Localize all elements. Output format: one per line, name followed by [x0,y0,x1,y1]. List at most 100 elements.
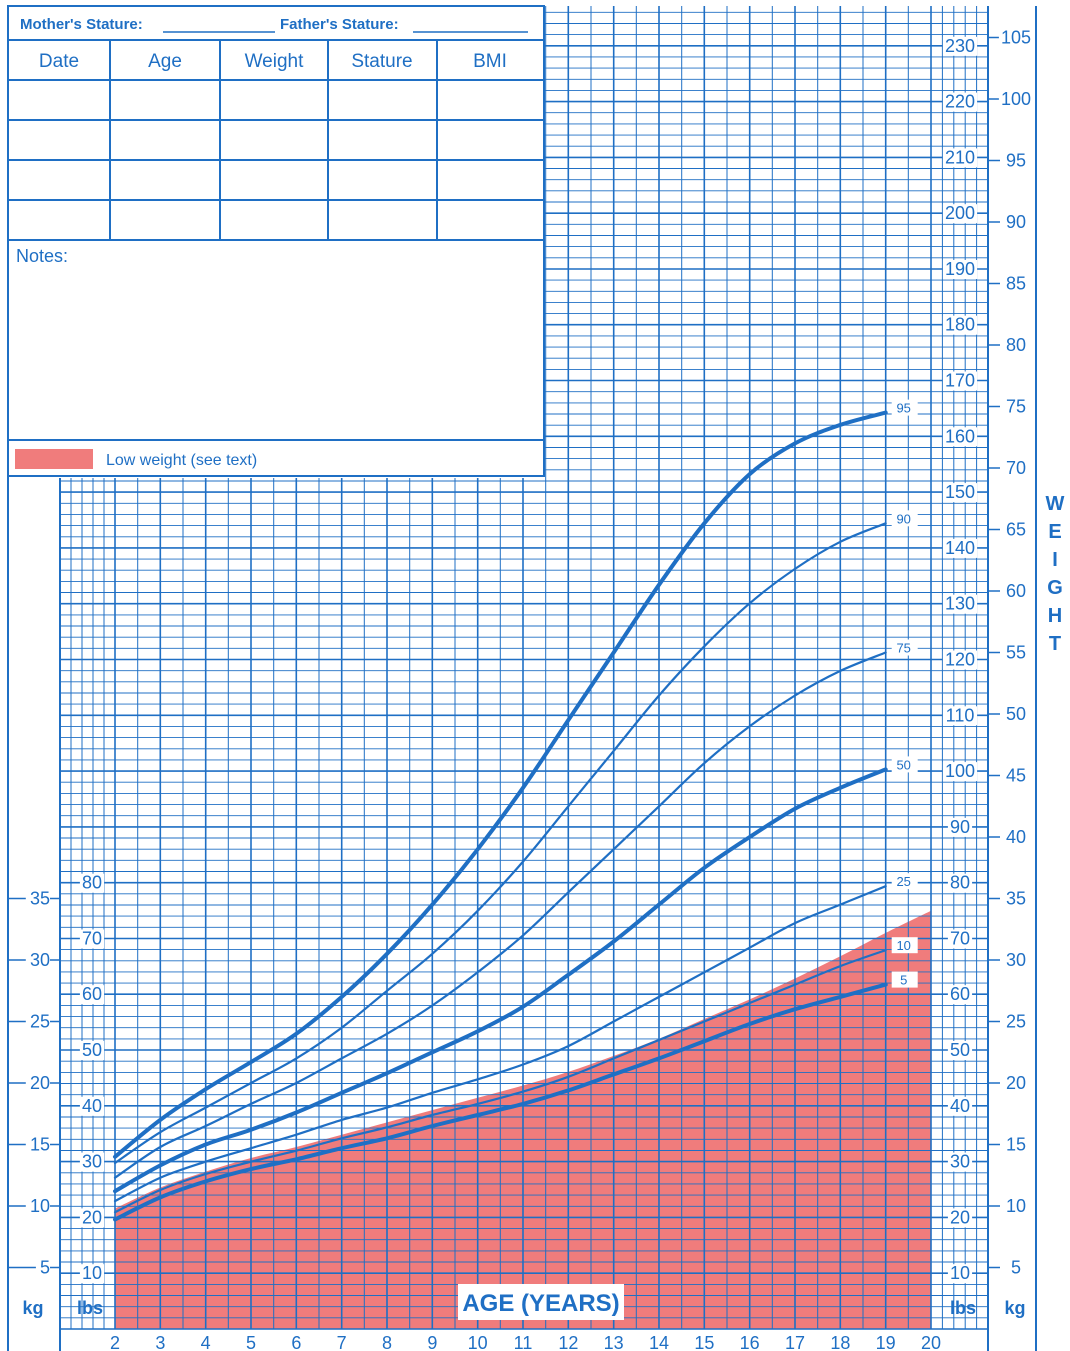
x-tick-label: 13 [604,1333,624,1351]
tick-label-bg [947,985,973,1005]
tick-label-bg [942,650,978,670]
percentile-label-bg [891,937,918,954]
percentile-label-5: 5 [900,973,907,988]
y-tick-label-lbs-right: 100 [945,761,975,781]
tick-label-bg [244,1334,259,1351]
y-tick-label-lbs-right: 90 [950,817,970,837]
x-tick-label: 20 [921,1333,941,1351]
tick-label-bg [79,1208,105,1228]
tick-label-bg [692,1334,717,1351]
percentile-label-95: 95 [896,401,910,416]
tick-label-bg [79,1152,105,1172]
x-tick-label: 16 [740,1333,760,1351]
tick-label-bg [334,1334,349,1351]
x-tick-label: 9 [427,1333,437,1351]
lbs-unit-left: lbs [77,1298,103,1318]
percentile-curve-95 [113,410,888,1159]
x-axis-title: AGE (YEARS) [462,1290,619,1317]
y-tick-label-kg-right: 30 [1006,950,1026,970]
x-tick-label: 5 [246,1333,256,1351]
y-tick-label-kg-right: 5 [1011,1258,1021,1278]
tick-label-bg [947,1264,973,1284]
y-tick-label-lbs-left: 70 [82,928,102,948]
tick-label-bg [289,1334,304,1351]
y-tick-label-kg-right: 105 [1001,28,1031,48]
tick-label-bg [1003,151,1029,171]
y-tick-label-kg-right: 90 [1006,212,1026,232]
column-header-bmi: BMI [473,51,507,72]
tick-label-bg [1003,705,1029,724]
tick-label-bg [35,1258,50,1278]
x-tick-label: 14 [649,1333,669,1351]
y-tick-label-kg-left: 5 [40,1258,50,1278]
y-tick-label-kg-left: 25 [30,1012,50,1032]
percentile-curve-10 [113,949,887,1214]
y-tick-label-lbs-left: 80 [82,873,102,893]
percentile-label-bg [891,756,918,773]
tick-label-bg [25,1012,50,1032]
y-tick-label-kg-right: 25 [1006,1012,1026,1032]
tick-label-bg [942,762,978,782]
tick-label-bg [942,315,978,335]
percentile-curves-layer: 95 90 75 50 25 10 5 [113,399,918,1222]
tick-label-bg [942,427,978,447]
kg-unit-right: kg [1004,1298,1025,1318]
tick-label-bg [942,204,978,224]
y-tick-label-lbs-right: 80 [950,873,970,893]
percentile-label-bg [891,971,918,988]
weight-title-letter: H [1048,605,1062,627]
tick-label-bg [79,985,105,1005]
tick-label-bg [947,1208,973,1228]
tick-label-bg [380,1334,395,1351]
y-tick-label-kg-right: 75 [1006,397,1026,417]
y-tick-label-lbs-right: 210 [945,147,975,167]
y-tick-label-kg-right: 70 [1006,458,1026,478]
x-tick-label: 4 [201,1333,211,1351]
tick-label-bg [942,594,978,614]
x-tick-label: 11 [514,1333,533,1351]
tick-label-bg [1003,582,1029,601]
y-tick-label-lbs-left: 30 [82,1152,102,1172]
tick-label-bg [947,1096,973,1116]
tick-label-bg [942,148,978,168]
column-header-date: Date [39,51,79,72]
tick-label-bg [79,929,105,949]
percentile-label-bg [891,639,918,656]
kg-unit-left: kg [22,1298,43,1318]
tick-label-bg [947,1152,973,1172]
x-tick-label: 3 [155,1333,165,1351]
percentile-label-25: 25 [896,874,910,889]
tick-label-bg [198,1334,213,1351]
tick-label-bg [425,1334,440,1351]
weight-title-letter: G [1047,577,1063,599]
tick-label-bg [1003,213,1029,232]
tick-label-bg [782,1334,808,1351]
y-tick-label-kg-right: 20 [1006,1073,1026,1093]
y-tick-label-lbs-right: 180 [945,315,975,335]
tick-label-bg [942,260,978,279]
tick-label-bg [998,28,1034,48]
lbs-unit-right: lbs [950,1298,976,1318]
tick-label-bg [1003,336,1029,355]
x-tick-label: 18 [830,1333,850,1351]
y-tick-label-kg-right: 15 [1006,1135,1026,1155]
percentile-curve-75 [113,651,887,1179]
percentile-curve-5 [113,982,888,1222]
percentile-label-50: 50 [896,757,910,772]
tick-label-bg [942,371,978,391]
weight-title-letter: I [1052,549,1058,571]
y-tick-label-kg-right: 85 [1006,274,1026,294]
y-tick-label-lbs-left: 60 [82,984,102,1004]
percentile-curve-90 [113,522,887,1165]
tick-label-bg [1003,766,1029,786]
percentile-label-10: 10 [896,938,910,953]
tick-label-bg [79,1264,105,1284]
y-tick-label-lbs-right: 170 [945,371,975,391]
tick-label-bg [942,36,978,56]
tick-label-bg [646,1334,672,1351]
tick-label-bg [998,90,1034,109]
y-tick-label-kg-right: 45 [1006,766,1026,786]
percentile-label-bg [891,399,918,416]
tick-label-bg [465,1334,490,1351]
